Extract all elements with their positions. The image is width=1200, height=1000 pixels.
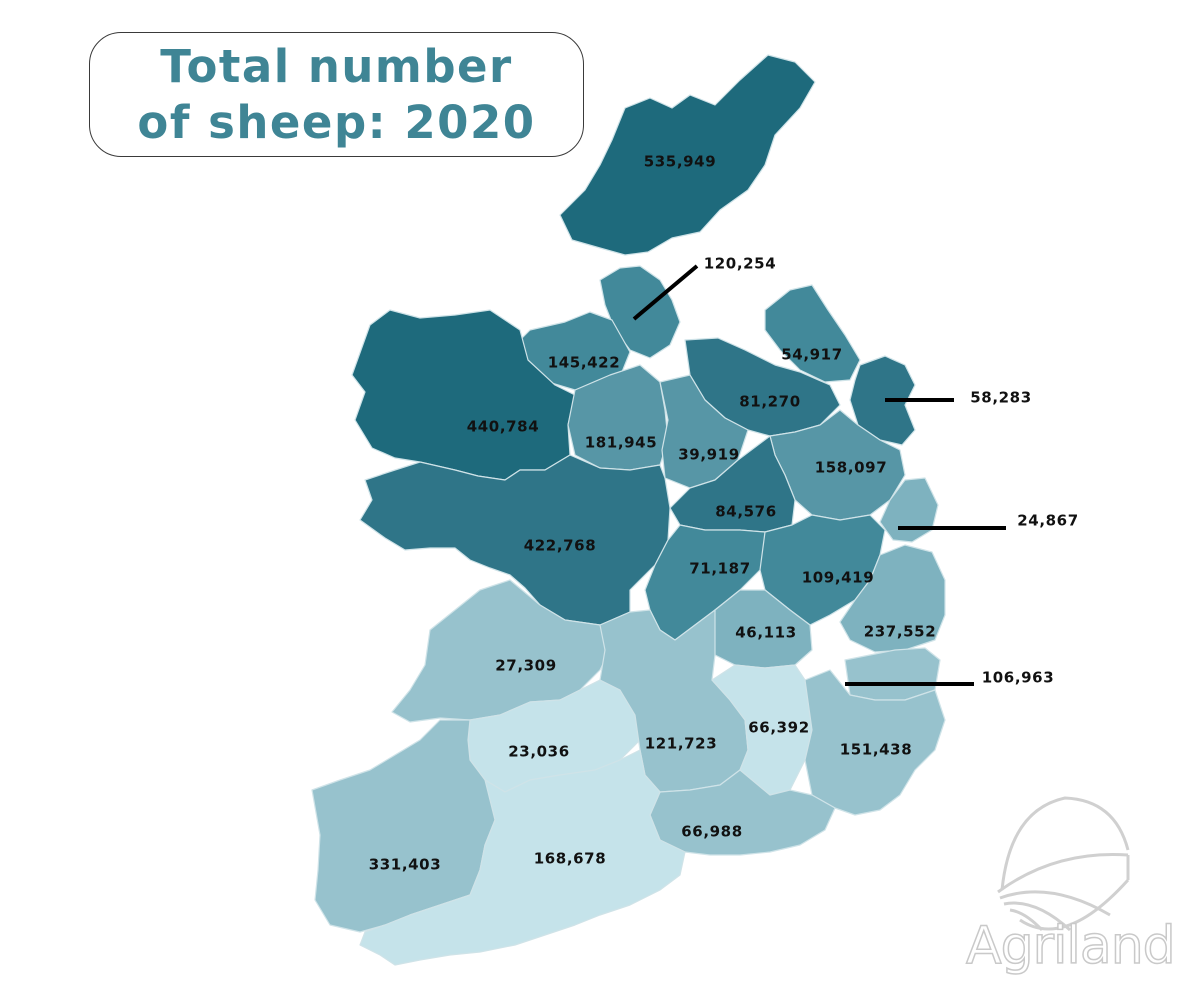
region-shape [359,454,671,626]
region-shape [711,664,816,796]
region-value-label: 331,403 [369,856,442,874]
region-value-label: 237,552 [864,623,937,641]
region-value-label: 106,963 [982,669,1055,687]
region-value-label: 109,419 [802,569,875,587]
title-box: Total number of sheep: 2020 [89,32,584,157]
region-value-label: 71,187 [689,560,750,578]
region-value-label: 81,270 [739,393,800,411]
region-value-label: 181,945 [585,434,658,452]
region-value-label: 440,784 [467,418,540,436]
region-value-label: 84,576 [715,503,776,521]
region-shape [844,647,941,701]
map-title: Total number of sheep: 2020 [137,39,536,149]
region-value-label: 145,422 [548,354,621,372]
region-value-label: 121,723 [645,735,718,753]
region-shape [359,749,686,966]
region-value-label: 46,113 [735,624,796,642]
region-value-label: 422,768 [524,537,597,555]
region-value-label: 158,097 [815,459,888,477]
region-value-label: 23,036 [508,743,569,761]
region-value-label: 27,309 [495,657,556,675]
region-value-label: 168,678 [534,850,607,868]
label-leader-line [632,264,699,321]
region-value-label: 39,919 [678,446,739,464]
region-value-label: 66,392 [748,719,809,737]
region-value-label: 535,949 [644,153,717,171]
region-value-label: 120,254 [704,255,777,273]
region-value-label: 58,283 [970,389,1031,407]
region-value-label: 24,867 [1017,512,1078,530]
region-value-label: 151,438 [840,741,913,759]
region-shape [804,669,946,816]
region-shape [849,355,916,446]
brand-name: Agriland [965,915,1176,977]
region-value-label: 54,917 [781,346,842,364]
region-shape [559,54,816,256]
agriland-logo [997,796,1130,932]
region-value-label: 66,988 [681,823,742,841]
region-shape [764,284,861,383]
